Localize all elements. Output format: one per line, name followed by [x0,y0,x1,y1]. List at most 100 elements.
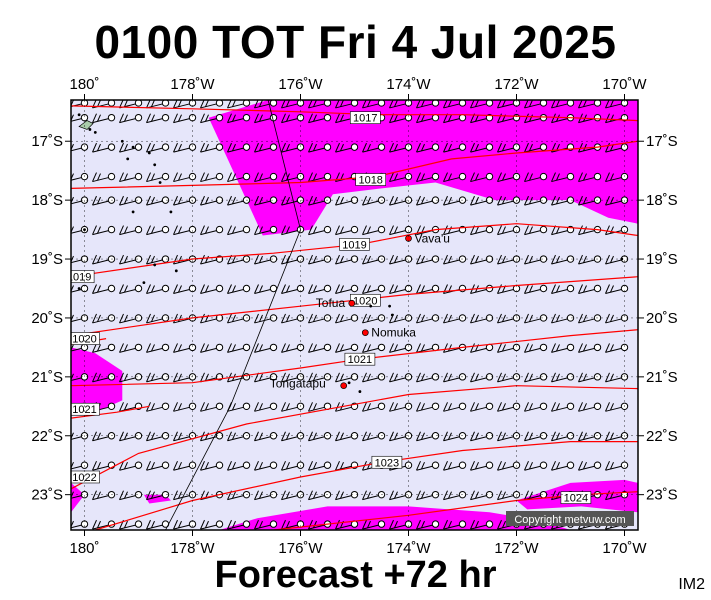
wind-barb [335,254,359,265]
island [153,163,157,167]
wind-barb [119,461,143,471]
wind-barb [605,461,629,471]
place-label: Tongatapu [270,377,326,391]
lon-label-bottom: 178˚W [170,540,215,557]
wind-barb [335,343,359,353]
wind-barb [146,195,170,206]
wind-barb [605,343,629,353]
wind-barb [119,225,143,236]
graticule [71,100,638,530]
wind-barb [416,225,440,236]
island [369,304,373,308]
isobar-value: 1020 [72,334,96,346]
wind-barb [227,172,251,183]
wind-barb [281,113,305,124]
isobar-label: 1020 [71,332,100,346]
wind-barb [362,343,386,353]
wind-barb [335,490,359,501]
wind-barb [254,461,278,471]
wind-barb [71,343,89,352]
wind-barb [470,225,494,236]
lon-label-top: 176˚W [278,76,323,93]
chart-title: 0100 TOT Fri 4 Jul 2025 [94,16,617,68]
island [174,269,178,273]
wind-barb [497,343,521,353]
wind-barb [416,172,440,183]
wind-barb [335,284,359,294]
wind-barb [254,402,278,412]
island [126,157,130,161]
wind-barb [227,113,251,124]
wind-barb [200,402,224,412]
wind-barb [281,284,305,294]
wind-barb [92,142,116,153]
wind-barb [443,172,467,183]
wind-barb [578,100,602,109]
isobar-label: 1018 [355,173,387,187]
wind-barb [524,431,548,442]
wind-barb [200,172,224,183]
wind-barb [443,100,467,109]
wind-barb [227,519,251,530]
wind-barb [254,343,278,353]
wind-barb [389,172,413,183]
island [388,304,391,308]
lat-label-right: 17˚S [646,133,678,150]
island [131,145,135,149]
wind-barb [200,519,224,530]
lon-label-top: 170˚W [602,76,647,93]
wind-barb [119,142,143,153]
wind-barb [200,284,224,294]
isobar-value: 1024 [564,493,588,505]
axis-ticks: 180˚ 180˚ 178˚W 178˚W 176˚W 176˚W 174˚W 174˚W 17… [31,76,677,557]
lat-label-right: 21˚S [646,369,678,386]
isobar-line [71,140,638,189]
wind-barb [308,142,332,153]
wind-barb [254,254,278,265]
wind-barb [92,284,116,294]
wind-barb [254,519,278,530]
lon-label-top: 180˚ [69,76,99,93]
wind-barb [173,225,197,236]
wind-barb [443,142,467,153]
wind-barb [524,113,548,124]
wind-barb [578,343,602,353]
isobar-label: 1019 [71,270,95,284]
wind-barb [200,225,224,236]
wind-barb [119,343,143,353]
place-markers: Vava'u Tofua Nomuka Tongatapu [270,231,450,390]
wind-barb [146,461,170,471]
dateline-line [165,100,301,530]
lat-label-left: 17˚S [31,133,63,150]
wind-barb [551,402,575,412]
wind-barb [254,172,278,183]
wind-barb [119,284,143,294]
isobar-value: 1021 [348,354,372,366]
place-label: Tofua [316,296,346,310]
place-label: Nomuka [371,326,416,340]
wind-barb [524,402,548,412]
isobar-label: 1023 [371,455,403,469]
wind-barb [227,100,251,109]
wind-barb [254,225,278,236]
island [169,210,173,214]
island [358,390,362,393]
wind-barb [605,100,629,109]
isobar-line [71,223,638,278]
wind-barb [524,284,548,294]
island [153,263,157,267]
wind-barb [281,313,305,324]
isobar-value: 1023 [375,457,399,469]
wind-barb [389,313,413,324]
isobar-label: 1020 [349,293,381,307]
wind-barb [524,461,548,471]
lat-label-left: 19˚S [31,251,63,268]
wind-barb [200,195,224,206]
wind-barb [362,519,386,530]
wind-barb [281,343,305,353]
wind-barb [470,172,494,183]
wind-barb [578,402,602,412]
wind-barb [551,343,575,353]
wind-barb [71,284,89,293]
